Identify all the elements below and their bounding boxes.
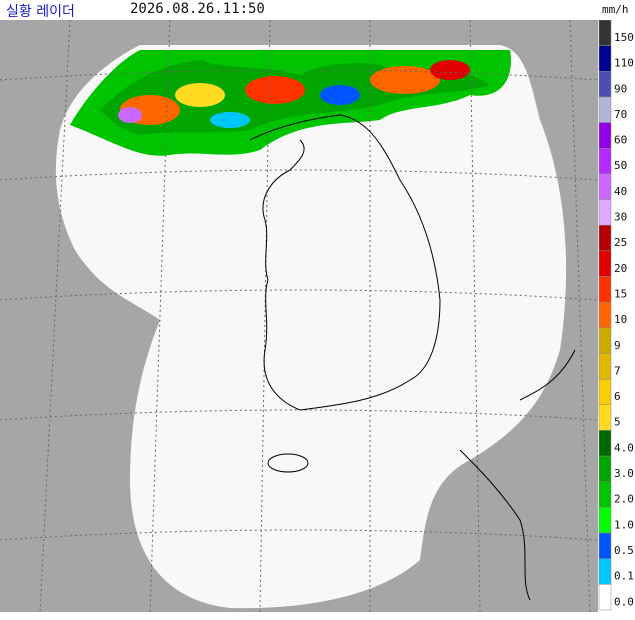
legend: 150 110 90 70 60 50 40 30 25 20 15 10 9 7 6 5 4.0 3.0 2.0 1…: [598, 20, 634, 611]
legend-label: 4.0: [614, 441, 634, 454]
legend-label: 20: [614, 262, 627, 275]
legend-swatch: [598, 507, 612, 534]
legend-label: 25: [614, 236, 627, 249]
legend-label: 1.0: [614, 518, 634, 531]
legend-swatch: [598, 71, 612, 98]
legend-label: 40: [614, 185, 627, 198]
legend-swatch: [598, 45, 612, 72]
legend-swatch: [598, 199, 612, 226]
legend-swatch: [598, 378, 612, 406]
legend-label: 7: [614, 364, 621, 377]
legend-label: 90: [614, 82, 627, 95]
legend-swatch: [598, 327, 612, 354]
legend-swatch: [598, 96, 612, 123]
legend-label: 30: [614, 211, 627, 224]
legend-label: 0.1: [614, 570, 634, 583]
legend-label: 150: [614, 31, 634, 44]
map: 150 110 90 70 60 50 40 30 25 20 15 10 9 7 6 5 4.0 3.0 2.0 1…: [0, 20, 634, 613]
graticule: [0, 20, 599, 613]
coastline: [249, 114, 441, 411]
legend-label: 9: [614, 339, 621, 352]
legend-swatch: [598, 148, 612, 175]
legend-swatch: [598, 404, 612, 431]
legend-swatch: [598, 481, 612, 508]
header: 실황 레이더 2026.08.26.11:50 mm/h: [0, 0, 635, 20]
legend-label: 15: [614, 287, 627, 300]
legend-swatch: [598, 224, 612, 252]
island: [267, 453, 309, 473]
legend-label: 0.0: [614, 595, 634, 608]
legend-label: 0.5: [614, 544, 634, 557]
legend-swatch: [598, 250, 612, 277]
title: 실황 레이더: [6, 4, 75, 20]
legend-label: 50: [614, 159, 627, 172]
coastline-japan: [459, 349, 576, 601]
legend-label: 5: [614, 416, 621, 429]
legend-swatch: [598, 276, 612, 303]
legend-swatch: [598, 122, 612, 149]
legend-label: 2.0: [614, 493, 634, 506]
legend-label: 10: [614, 313, 627, 326]
legend-swatch: [598, 301, 612, 329]
legend-swatch: [598, 353, 612, 380]
legend-swatch: [598, 20, 612, 46]
legend-swatch: [598, 430, 612, 457]
timestamp: 2026.08.26.11:50: [130, 1, 265, 17]
legend-label: 60: [614, 134, 627, 147]
legend-swatch: [598, 173, 612, 200]
legend-swatch: [598, 455, 612, 482]
legend-swatch: [598, 532, 612, 559]
legend-label: 110: [614, 57, 634, 70]
legend-label: 6: [614, 390, 621, 403]
legend-label: 70: [614, 108, 627, 121]
legend-unit: mm/h: [602, 3, 629, 16]
legend-swatch: [598, 558, 612, 585]
legend-label: 3.0: [614, 467, 634, 480]
rain-area: [70, 50, 511, 156]
radar-coverage: [55, 45, 567, 609]
legend-swatch: [598, 584, 612, 611]
